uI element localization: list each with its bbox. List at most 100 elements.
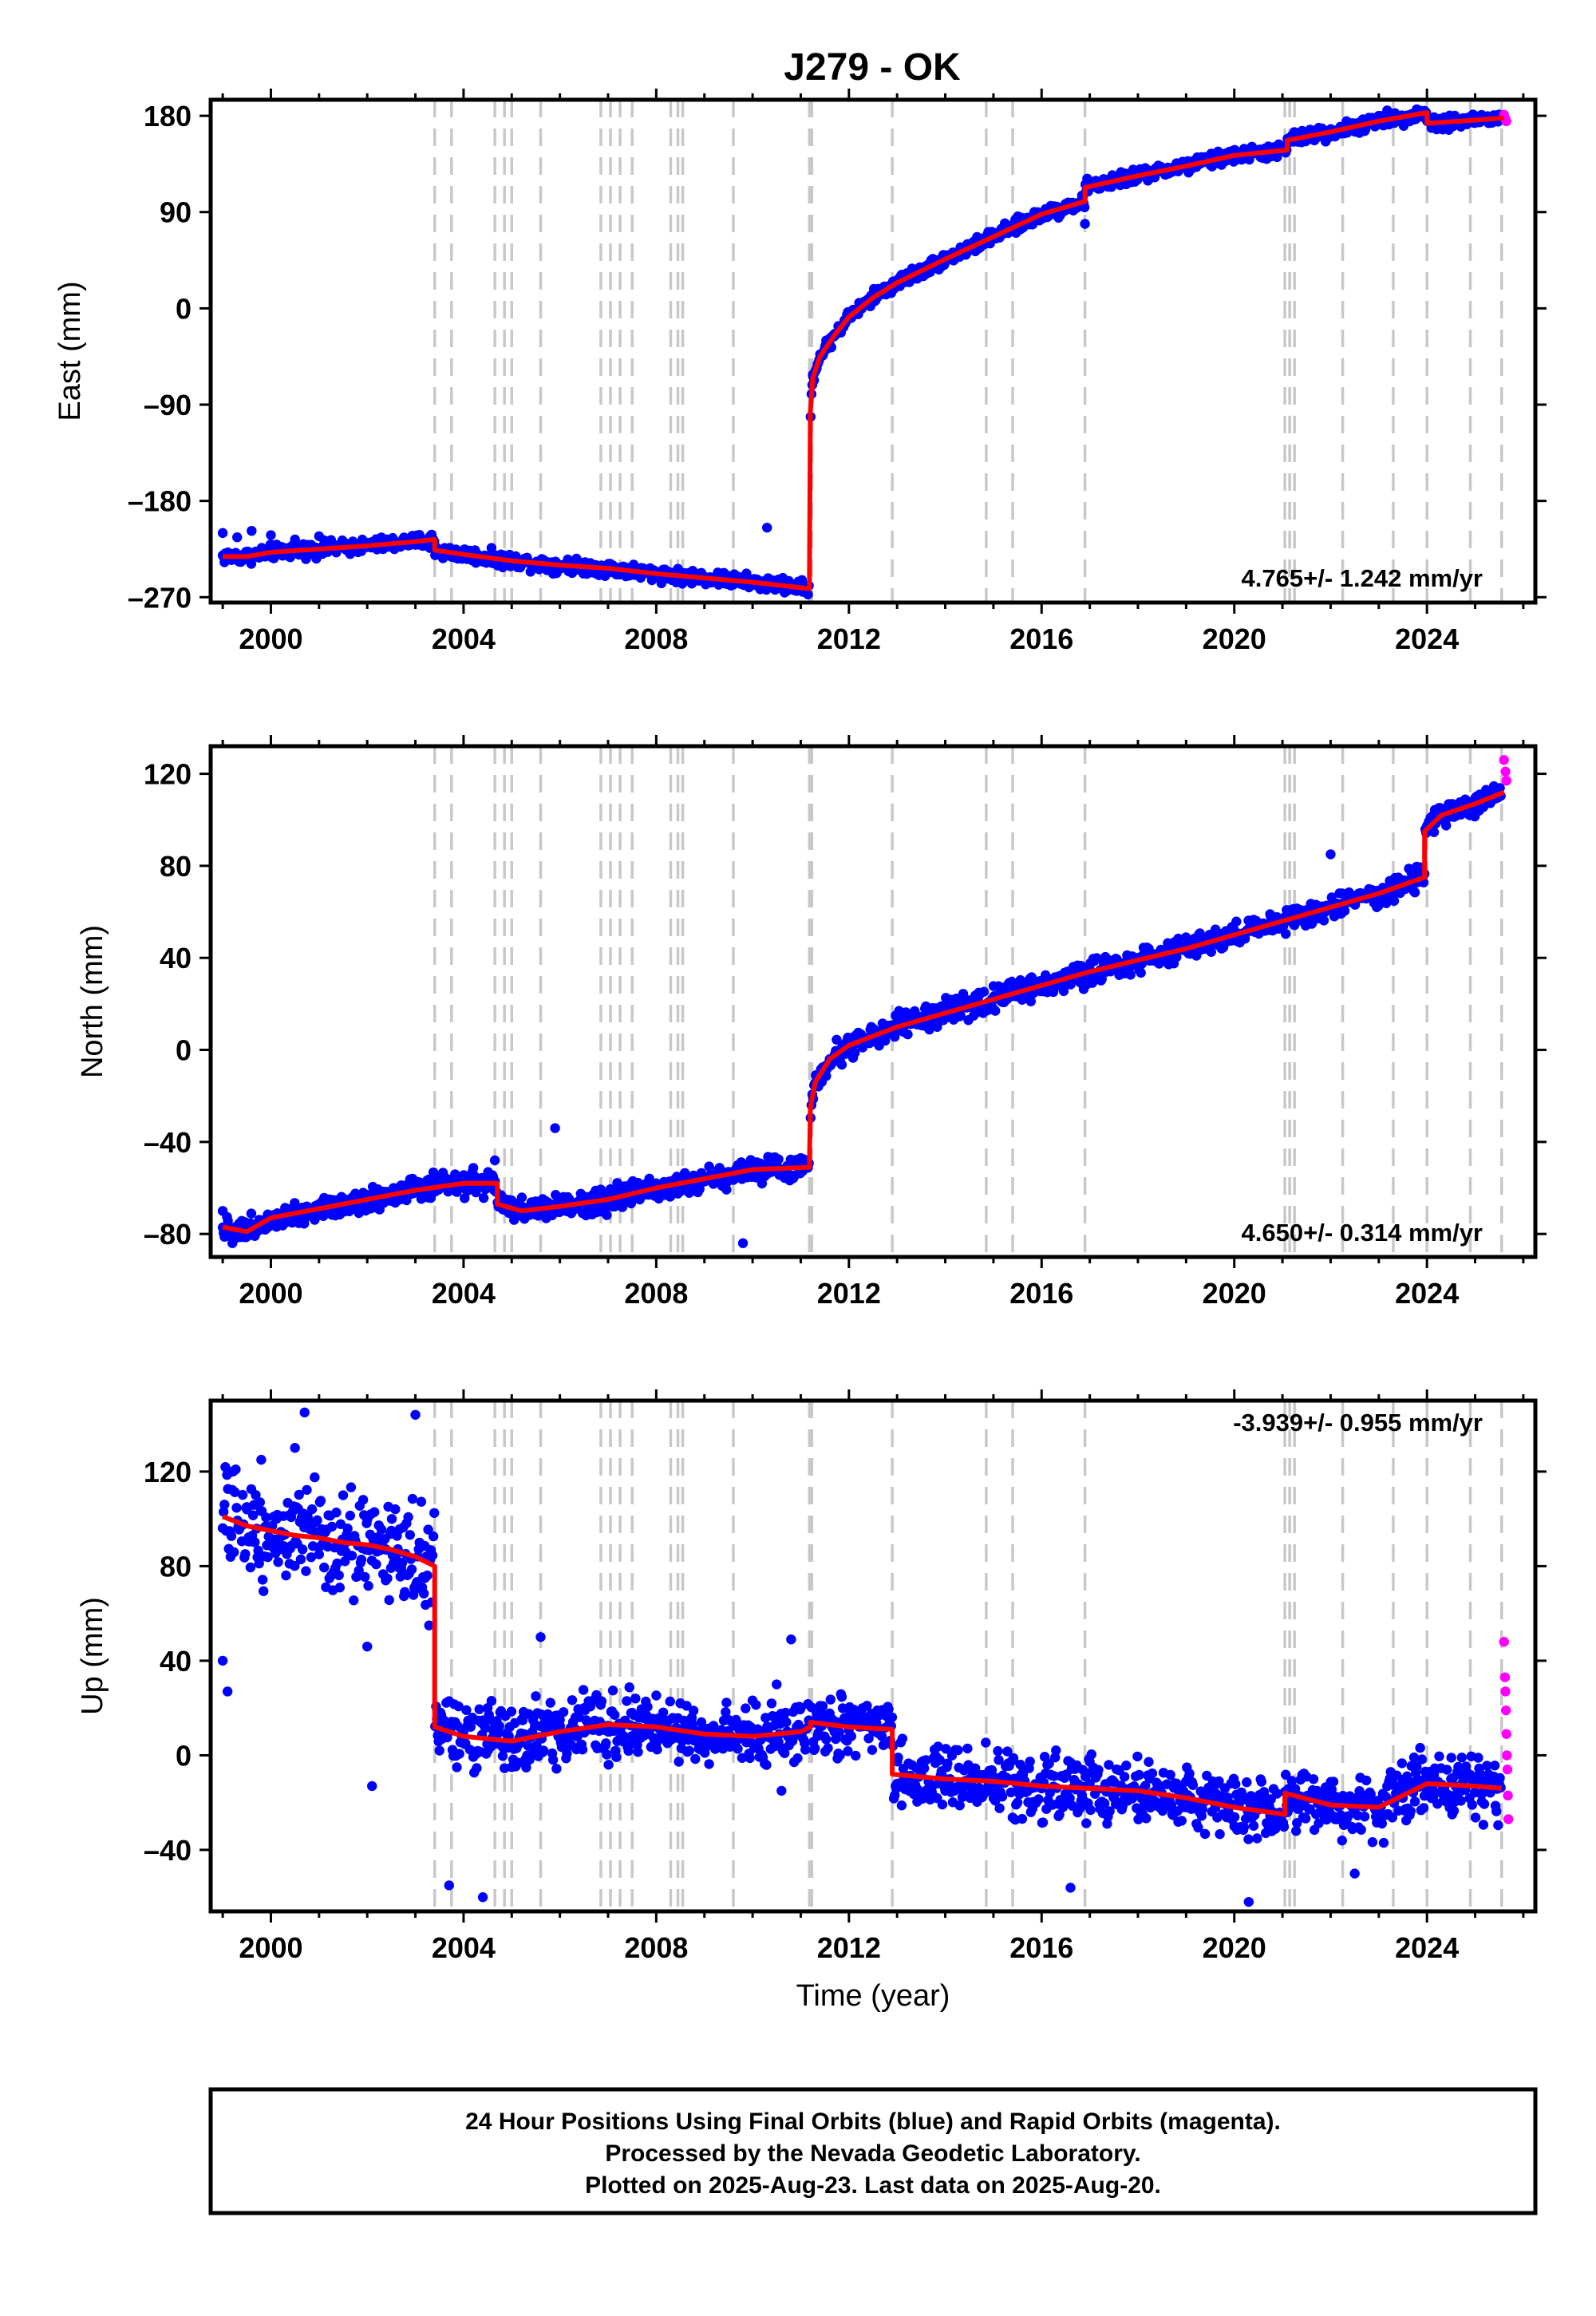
- up-final-point: [250, 1537, 260, 1547]
- up-final-point: [538, 1745, 549, 1756]
- up-final-point: [1446, 1773, 1456, 1784]
- north-final-point: [1325, 849, 1336, 860]
- up-final-point: [1099, 1798, 1110, 1808]
- up-final-point: [1416, 1754, 1428, 1765]
- up-final-point: [1491, 1806, 1502, 1816]
- up-final-point: [306, 1552, 317, 1563]
- up-final-point: [349, 1595, 359, 1606]
- up-final-point: [610, 1709, 620, 1720]
- east-final-point: [803, 589, 813, 600]
- up-final-point: [622, 1696, 632, 1706]
- north-final-point: [468, 1163, 479, 1173]
- up-final-point: [257, 1575, 268, 1585]
- up-final-point: [420, 1573, 430, 1583]
- up-final-point: [386, 1514, 397, 1524]
- up-x-tick-label: 2000: [239, 1931, 302, 1964]
- up-x-tick-label: 2020: [1203, 1931, 1266, 1964]
- north-rate-label: 4.650+/- 0.314 mm/yr: [1242, 1219, 1483, 1247]
- up-final-point: [994, 1755, 1004, 1765]
- up-final-point: [933, 1741, 943, 1752]
- east-x-tick-label: 2012: [817, 622, 881, 655]
- up-final-point: [780, 1748, 790, 1758]
- up-final-point: [665, 1696, 675, 1707]
- up-final-point: [993, 1745, 1003, 1757]
- up-final-point: [733, 1744, 743, 1754]
- up-final-point: [1252, 1833, 1262, 1844]
- up-final-point: [792, 1753, 803, 1764]
- up-final-point: [230, 1487, 240, 1497]
- up-y-tick-label: –40: [144, 1834, 192, 1867]
- north-final-point: [246, 1208, 257, 1219]
- north-final-point: [1389, 895, 1400, 907]
- caption-line-2: Processed by the Nevada Geodetic Laborat…: [605, 2140, 1140, 2167]
- up-final-point: [1493, 1820, 1503, 1831]
- north-y-tick-label: 0: [176, 1034, 192, 1067]
- up-final-point: [1489, 1761, 1500, 1771]
- north-y-axis-label: North (mm): [76, 925, 109, 1078]
- north-panel: 2000 2004 2008 2012 2016 2020 2024–80–40040801…: [76, 735, 1547, 1310]
- east-final-point: [217, 528, 228, 539]
- up-final-point: [273, 1557, 283, 1567]
- up-final-point: [334, 1570, 344, 1581]
- up-final-point: [397, 1558, 408, 1568]
- up-final-point: [219, 1500, 230, 1510]
- up-final-point: [369, 1507, 380, 1517]
- up-final-point: [326, 1521, 338, 1532]
- up-final-point: [1132, 1751, 1143, 1762]
- up-final-point: [817, 1701, 828, 1711]
- up-final-point: [1453, 1761, 1464, 1773]
- up-final-point: [1448, 1805, 1460, 1816]
- up-final-point: [338, 1490, 349, 1500]
- up-final-point: [953, 1745, 963, 1756]
- up-final-point: [290, 1443, 300, 1453]
- up-final-point: [1065, 1883, 1076, 1893]
- north-final-point: [1058, 986, 1069, 997]
- north-final-point: [737, 1238, 749, 1248]
- up-final-point: [602, 1726, 614, 1737]
- north-y-tick-label: –40: [144, 1126, 192, 1159]
- up-rate-label: -3.939+/- 0.955 mm/yr: [1233, 1409, 1483, 1437]
- up-final-point: [624, 1682, 634, 1693]
- up-final-point: [1292, 1797, 1302, 1808]
- up-final-point: [796, 1702, 806, 1713]
- north-final-point: [1339, 906, 1350, 916]
- north-x-tick-label: 2024: [1395, 1277, 1459, 1310]
- east-y-tick-label: –90: [144, 389, 192, 421]
- up-final-point: [423, 1524, 433, 1535]
- up-final-point: [1093, 1765, 1104, 1775]
- up-final-point: [226, 1531, 237, 1541]
- up-final-point: [242, 1502, 252, 1512]
- north-final-point: [602, 1210, 612, 1220]
- north-final-point: [1281, 929, 1291, 939]
- up-final-point: [823, 1743, 833, 1753]
- up-final-point: [1214, 1776, 1224, 1787]
- east-final-point: [290, 534, 300, 545]
- up-final-point: [1365, 1788, 1376, 1800]
- up-x-tick-label: 2016: [1009, 1931, 1073, 1964]
- east-data: [217, 104, 1511, 600]
- up-final-point: [772, 1679, 782, 1690]
- up-final-point: [1478, 1820, 1489, 1830]
- up-final-point: [1442, 1765, 1452, 1775]
- up-final-point: [427, 1550, 438, 1561]
- up-rapid-point: [1502, 1750, 1512, 1761]
- up-rapid-point: [1502, 1765, 1513, 1775]
- up-final-point: [1286, 1776, 1298, 1786]
- up-final-point: [675, 1698, 685, 1709]
- up-event-lines: [433, 1401, 1503, 1911]
- up-final-point: [295, 1554, 306, 1565]
- up-rapid-point: [1503, 1790, 1513, 1801]
- up-final-point: [294, 1489, 304, 1500]
- up-final-point: [1080, 1771, 1091, 1782]
- up-final-point: [1017, 1813, 1028, 1824]
- up-final-point: [482, 1702, 493, 1713]
- up-final-point: [1272, 1788, 1282, 1799]
- up-y-tick-label: 80: [160, 1550, 192, 1583]
- up-final-point: [1229, 1821, 1239, 1832]
- up-final-point: [1337, 1836, 1348, 1846]
- up-final-point: [891, 1778, 903, 1789]
- up-final-point: [406, 1564, 417, 1575]
- up-final-point: [254, 1558, 264, 1569]
- up-final-point: [405, 1530, 415, 1540]
